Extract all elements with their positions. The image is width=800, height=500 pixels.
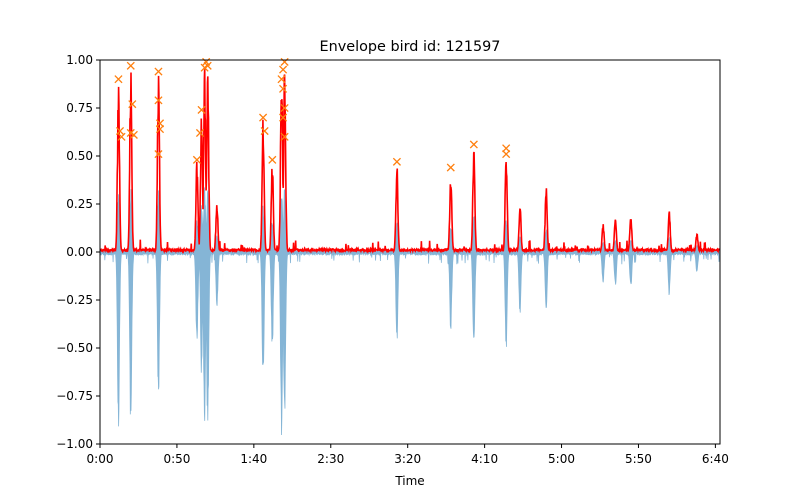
peak-marker xyxy=(279,65,288,74)
peak-marker xyxy=(115,126,125,136)
peak-marker xyxy=(192,155,201,164)
peak-marker xyxy=(502,150,511,159)
x-tick-label: 5:50 xyxy=(625,452,652,466)
peak-marker xyxy=(203,61,212,70)
peak-marker xyxy=(117,132,126,141)
x-tick-label: 1:40 xyxy=(240,452,267,466)
peak-marker xyxy=(154,150,163,159)
peak-marker xyxy=(469,140,478,149)
peak-marker xyxy=(128,100,137,109)
peak-marker xyxy=(280,132,289,141)
peak-marker xyxy=(154,67,163,76)
peak-marker xyxy=(502,144,511,153)
y-tick-label: 0.75 xyxy=(66,101,93,115)
x-tick-label: 3:20 xyxy=(394,452,421,466)
peak-marker xyxy=(197,105,206,114)
y-tick-label: 0.50 xyxy=(66,149,93,163)
peak-marker xyxy=(260,126,269,136)
peak-marker xyxy=(114,75,123,84)
peak-marker xyxy=(392,157,401,166)
peak-marker xyxy=(126,61,135,70)
x-tick-label: 6:40 xyxy=(702,452,729,466)
x-tick-label: 0:00 xyxy=(87,452,114,466)
y-tick-label: 0.00 xyxy=(66,245,93,259)
chart-title: Envelope bird id: 121597 xyxy=(320,39,501,55)
peak-marker xyxy=(277,75,286,84)
peak-marker xyxy=(155,119,165,128)
plot-area xyxy=(100,57,720,435)
peak-marker xyxy=(279,84,288,93)
peak-marker xyxy=(155,125,165,134)
peak-marker xyxy=(268,155,277,164)
y-tick-label: −0.25 xyxy=(56,293,93,307)
x-tick-label: 2:30 xyxy=(317,452,344,466)
peak-marker xyxy=(446,163,455,172)
envelope-series xyxy=(100,67,720,255)
y-tick-label: −0.50 xyxy=(56,341,93,355)
peak-marker xyxy=(154,96,163,105)
x-axis-label: Time xyxy=(394,474,424,488)
peak-marker xyxy=(259,113,268,122)
x-tick-label: 4:10 xyxy=(471,452,498,466)
plot-series xyxy=(100,67,720,435)
axes: 0:00 0:50 1:40 2:30 3:20 4:10 5:00 5:50 6:40 −1.0… xyxy=(56,53,729,466)
peak-marker xyxy=(129,130,138,139)
x-tick-label: 0:50 xyxy=(163,452,190,466)
y-tick-label: 0.25 xyxy=(66,197,93,211)
y-tick-label: −0.75 xyxy=(56,389,93,403)
x-tick-label: 5:00 xyxy=(548,452,575,466)
peak-marker xyxy=(279,113,288,122)
peak-marker xyxy=(280,103,289,113)
peak-marker xyxy=(195,128,205,138)
y-tick-label: 1.00 xyxy=(66,53,93,67)
y-tick-label: −1.00 xyxy=(56,437,93,451)
peak-markers xyxy=(114,57,511,172)
